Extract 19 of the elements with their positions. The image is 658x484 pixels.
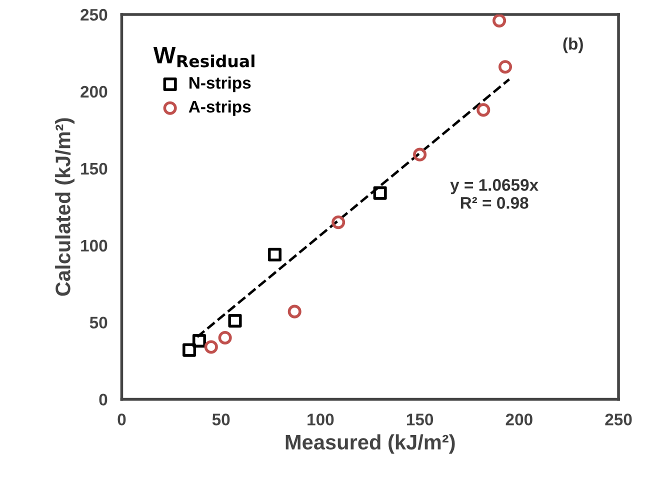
annotation: (b) <box>563 38 583 54</box>
y-tick-label: 100 <box>81 240 108 252</box>
y-tick-label: 50 <box>90 316 108 329</box>
x-tick-label: 100 <box>308 414 334 426</box>
legend-label: A-strips <box>188 100 251 116</box>
x-tick-label: 50 <box>212 414 230 426</box>
y-tick-label: 150 <box>81 162 108 175</box>
x-tick-label: 150 <box>406 414 434 426</box>
annotation: y = 1.0659x R² = 0.98 <box>450 179 538 209</box>
legend-title: W$_{Residual}$ <box>153 47 254 68</box>
y-tick-label: 200 <box>80 86 108 98</box>
x-tick-label: 200 <box>506 414 532 426</box>
x-tick-label: 0 <box>118 414 126 426</box>
legend-label: N-strips <box>190 76 251 92</box>
y-tick-label: 0 <box>99 394 108 406</box>
y-tick-label: 250 <box>80 8 108 21</box>
x-axis-title: Measured (kJ/m²) <box>286 434 455 454</box>
x-tick-label: 250 <box>605 414 632 426</box>
y-axis-title: Calculated (kJ/m²) <box>55 118 74 296</box>
